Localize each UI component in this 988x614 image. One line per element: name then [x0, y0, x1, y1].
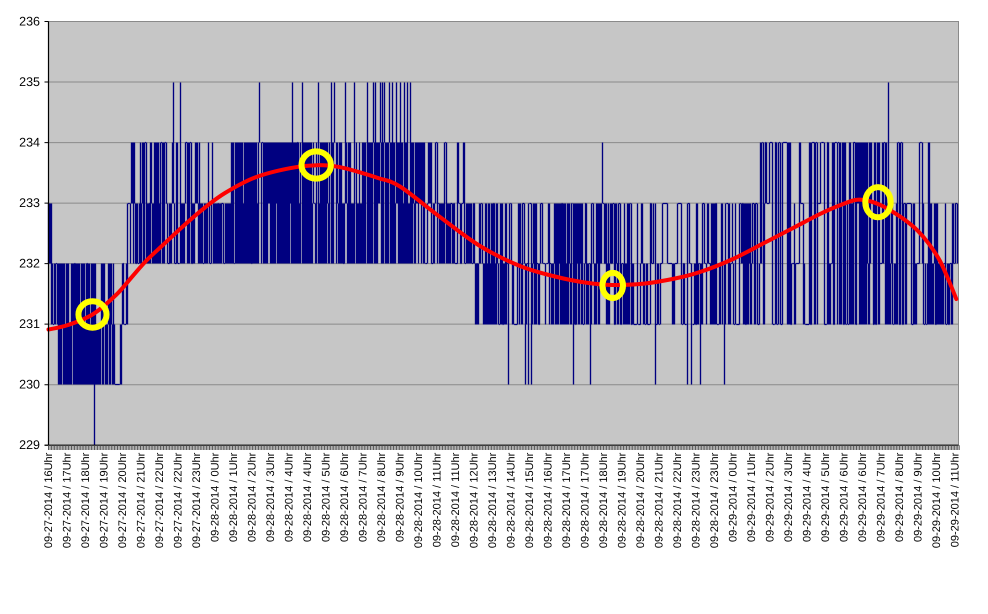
svg-text:09-28-2014 / 8Uhr: 09-28-2014 / 8Uhr — [376, 452, 388, 542]
svg-text:09-28-2014 / 17Uhr: 09-28-2014 / 17Uhr — [561, 452, 573, 548]
svg-text:09-28-2014 / 13Uhr: 09-28-2014 / 13Uhr — [487, 452, 499, 548]
svg-text:09-27-2014 / 23Uhr: 09-27-2014 / 23Uhr — [191, 452, 203, 548]
svg-text:09-28-2014 / 22Uhr: 09-28-2014 / 22Uhr — [672, 452, 684, 548]
svg-text:09-29-2014 / 6Uhr: 09-29-2014 / 6Uhr — [838, 452, 850, 542]
svg-text:09-27-2014 / 18Uhr: 09-27-2014 / 18Uhr — [80, 452, 92, 548]
svg-text:09-28-2014 / 15Uhr: 09-28-2014 / 15Uhr — [524, 452, 536, 548]
svg-text:09-28-2014 / 4Uhr: 09-28-2014 / 4Uhr — [283, 452, 295, 542]
svg-text:09-28-2014 / 4Uhr: 09-28-2014 / 4Uhr — [302, 452, 314, 542]
svg-text:09-27-2014 / 16Uhr: 09-27-2014 / 16Uhr — [43, 452, 55, 548]
svg-text:09-29-2014 / 5Uhr: 09-29-2014 / 5Uhr — [820, 452, 832, 542]
svg-text:09-28-2014 / 12Uhr: 09-28-2014 / 12Uhr — [468, 452, 480, 548]
svg-text:236: 236 — [19, 15, 40, 29]
svg-text:09-29-2014 / 9Uhr: 09-29-2014 / 9Uhr — [912, 452, 924, 542]
svg-text:235: 235 — [19, 75, 40, 89]
svg-text:09-28-2014 / 17Uhr: 09-28-2014 / 17Uhr — [579, 452, 591, 548]
svg-text:09-29-2014 / 2Uhr: 09-29-2014 / 2Uhr — [764, 452, 776, 542]
svg-text:09-29-2014 / 0Uhr: 09-29-2014 / 0Uhr — [727, 452, 739, 542]
svg-text:09-28-2014 / 9Uhr: 09-28-2014 / 9Uhr — [394, 452, 406, 542]
svg-text:09-28-2014 / 6Uhr: 09-28-2014 / 6Uhr — [339, 452, 351, 542]
svg-text:09-28-2014 / 1Uhr: 09-28-2014 / 1Uhr — [228, 452, 240, 542]
svg-text:09-27-2014 / 17Uhr: 09-27-2014 / 17Uhr — [61, 452, 73, 548]
svg-text:229: 229 — [19, 438, 40, 452]
svg-text:09-29-2014 / 7Uhr: 09-29-2014 / 7Uhr — [875, 452, 887, 542]
svg-text:234: 234 — [19, 136, 40, 150]
svg-text:09-29-2014 / 10Uhr: 09-29-2014 / 10Uhr — [931, 452, 943, 548]
svg-text:09-28-2014 / 16Uhr: 09-28-2014 / 16Uhr — [542, 452, 554, 548]
svg-text:230: 230 — [19, 378, 40, 392]
svg-text:09-28-2014 / 23Uhr: 09-28-2014 / 23Uhr — [709, 452, 721, 548]
svg-text:09-28-2014 / 10Uhr: 09-28-2014 / 10Uhr — [413, 452, 425, 548]
svg-text:09-27-2014 / 21Uhr: 09-27-2014 / 21Uhr — [135, 452, 147, 548]
svg-text:09-29-2014 / 8Uhr: 09-29-2014 / 8Uhr — [894, 452, 906, 542]
svg-text:09-28-2014 / 7Uhr: 09-28-2014 / 7Uhr — [357, 452, 369, 542]
svg-text:09-28-2014 / 21Uhr: 09-28-2014 / 21Uhr — [653, 452, 665, 548]
svg-text:09-28-2014 / 5Uhr: 09-28-2014 / 5Uhr — [320, 452, 332, 542]
svg-text:232: 232 — [19, 257, 40, 271]
svg-text:09-28-2014 / 11Uhr: 09-28-2014 / 11Uhr — [431, 452, 443, 547]
svg-text:09-27-2014 / 22Uhr: 09-27-2014 / 22Uhr — [154, 452, 166, 548]
svg-text:09-28-2014 / 14Uhr: 09-28-2014 / 14Uhr — [505, 452, 517, 548]
svg-text:09-27-2014 / 20Uhr: 09-27-2014 / 20Uhr — [117, 452, 129, 548]
svg-text:09-27-2014 / 22Uhr: 09-27-2014 / 22Uhr — [172, 452, 184, 548]
svg-text:233: 233 — [19, 196, 40, 210]
svg-text:09-28-2014 / 2Uhr: 09-28-2014 / 2Uhr — [246, 452, 258, 542]
svg-text:09-29-2014 / 3Uhr: 09-29-2014 / 3Uhr — [783, 452, 795, 542]
svg-text:09-29-2014 / 1Uhr: 09-29-2014 / 1Uhr — [746, 452, 758, 542]
svg-text:231: 231 — [19, 317, 40, 331]
svg-text:09-29-2014 / 4Uhr: 09-29-2014 / 4Uhr — [801, 452, 813, 542]
svg-text:09-28-2014 / 0Uhr: 09-28-2014 / 0Uhr — [209, 452, 221, 542]
svg-text:09-28-2014 / 20Uhr: 09-28-2014 / 20Uhr — [635, 452, 647, 548]
svg-text:09-28-2014 / 11Uhr: 09-28-2014 / 11Uhr — [450, 452, 462, 547]
svg-text:09-28-2014 / 23Uhr: 09-28-2014 / 23Uhr — [690, 452, 702, 548]
svg-text:09-29-2014 / 11Uhr: 09-29-2014 / 11Uhr — [949, 452, 961, 547]
svg-text:09-27-2014 / 19Uhr: 09-27-2014 / 19Uhr — [98, 452, 110, 548]
svg-text:09-28-2014 / 19Uhr: 09-28-2014 / 19Uhr — [616, 452, 628, 548]
svg-text:09-28-2014 / 18Uhr: 09-28-2014 / 18Uhr — [598, 452, 610, 548]
svg-text:09-28-2014 / 3Uhr: 09-28-2014 / 3Uhr — [265, 452, 277, 542]
svg-text:09-29-2014 / 6Uhr: 09-29-2014 / 6Uhr — [857, 452, 869, 542]
